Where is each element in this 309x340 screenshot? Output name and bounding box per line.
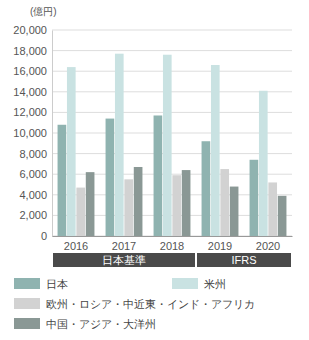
y-tick-label: 8,000: [19, 148, 47, 160]
grid-line: [52, 91, 292, 92]
bar: [230, 187, 239, 236]
y-tick-label: 4,000: [19, 189, 47, 201]
bar: [154, 115, 163, 236]
bar: [163, 55, 172, 236]
legend-label: 日本: [46, 278, 68, 290]
annotations: 日本基準 IFRS: [53, 253, 291, 267]
annotation-label: 日本基準: [102, 254, 146, 266]
bar: [182, 170, 191, 236]
y-tick-label: 16,000: [13, 65, 47, 77]
legend-swatch: [14, 298, 40, 309]
legend-label: 中国・アジア・大洋州: [46, 318, 156, 330]
y-tick: 18,000: [13, 45, 52, 57]
bar: [58, 125, 67, 236]
grid-line: [52, 133, 292, 134]
legend-label: 米州: [204, 278, 226, 290]
bar: [259, 91, 268, 236]
legend-label: 欧州・ロシア・中近東・インド・アフリカ: [46, 298, 255, 310]
x-tick-label: 2016: [64, 240, 88, 252]
bar: [278, 196, 287, 236]
y-tick-label: 0: [41, 230, 47, 242]
legend-item: 中国・アジア・大洋州: [14, 318, 156, 330]
series: [67, 54, 268, 236]
bar: [211, 65, 220, 236]
bar: [268, 182, 277, 236]
bar: [76, 188, 85, 236]
y-tick: 12,000: [13, 106, 52, 118]
chart-svg: 0 2,000 4,000 6,000 8,000 10,000 12,000 14,000 1…: [0, 0, 309, 340]
y-tick: 4,000: [19, 189, 52, 201]
grid-line: [52, 30, 292, 31]
x-axis-line: [53, 236, 293, 237]
bar: [106, 119, 115, 236]
chart-container: 0 2,000 4,000 6,000 8,000 10,000 12,000 14,000 1…: [0, 0, 309, 340]
y-tick: 6,000: [19, 168, 52, 180]
legend-swatch: [14, 318, 40, 329]
y-axis-title: (億円): [30, 6, 57, 17]
bar: [250, 160, 259, 236]
annotation-band: [197, 253, 291, 267]
x-tick: 2018: [160, 240, 184, 252]
bar: [202, 141, 211, 236]
y-tick: 14,000: [13, 86, 52, 98]
y-tick: 20,000: [13, 24, 52, 36]
grid-line: [52, 71, 292, 72]
legend-item: 米州: [172, 278, 226, 290]
y-tick-label: 12,000: [13, 106, 47, 118]
series: [86, 167, 287, 236]
grid-line: [52, 50, 292, 51]
y-tick-label: 20,000: [13, 24, 47, 36]
bar: [86, 172, 95, 236]
bar: [124, 179, 133, 236]
grid: [52, 30, 292, 236]
bar: [220, 169, 229, 236]
x-tick: 2019: [208, 240, 232, 252]
y-tick-label: 14,000: [13, 86, 47, 98]
x-tick: 2016: [64, 240, 88, 252]
x-tick-label: 2018: [160, 240, 184, 252]
bar: [115, 54, 124, 236]
y-tick: 16,000: [13, 65, 52, 77]
y-tick: 2,000: [19, 209, 52, 221]
grid-line: [52, 153, 292, 154]
x-tick: 2017: [112, 240, 136, 252]
bars: [58, 54, 287, 236]
y-tick: 8,000: [19, 148, 52, 160]
y-axis-line: [52, 31, 53, 237]
bar: [134, 167, 143, 236]
annotation-label: IFRS: [231, 254, 256, 266]
legend-item: 欧州・ロシア・中近東・インド・アフリカ: [14, 298, 255, 310]
y-tick-label: 18,000: [13, 45, 47, 57]
x-tick-label: 2017: [112, 240, 136, 252]
x-tick-label: 2019: [208, 240, 232, 252]
legend-swatch: [172, 278, 198, 289]
y-tick-label: 6,000: [19, 168, 47, 180]
x-axis: 2016 2017 2018 2019 2020: [53, 237, 293, 252]
x-tick-label: 2020: [256, 240, 280, 252]
legend-item: 日本: [14, 278, 68, 290]
legend: 日本 米州欧州・ロシア・中近東・インド・アフリカ中国・アジア・大洋州: [14, 278, 255, 330]
annotation-band: [53, 253, 195, 267]
y-axis: 0 2,000 4,000 6,000 8,000 10,000 12,000 14,000 1…: [13, 24, 52, 242]
series: [76, 169, 277, 236]
legend-swatch: [14, 278, 40, 289]
series: [58, 115, 259, 236]
y-tick: 10,000: [13, 127, 52, 139]
x-tick: 2020: [256, 240, 280, 252]
bar: [67, 67, 76, 236]
y-tick-label: 2,000: [19, 209, 47, 221]
y-tick: 0: [41, 230, 52, 242]
grid-line: [52, 112, 292, 113]
bar: [172, 175, 181, 236]
y-tick-label: 10,000: [13, 127, 47, 139]
